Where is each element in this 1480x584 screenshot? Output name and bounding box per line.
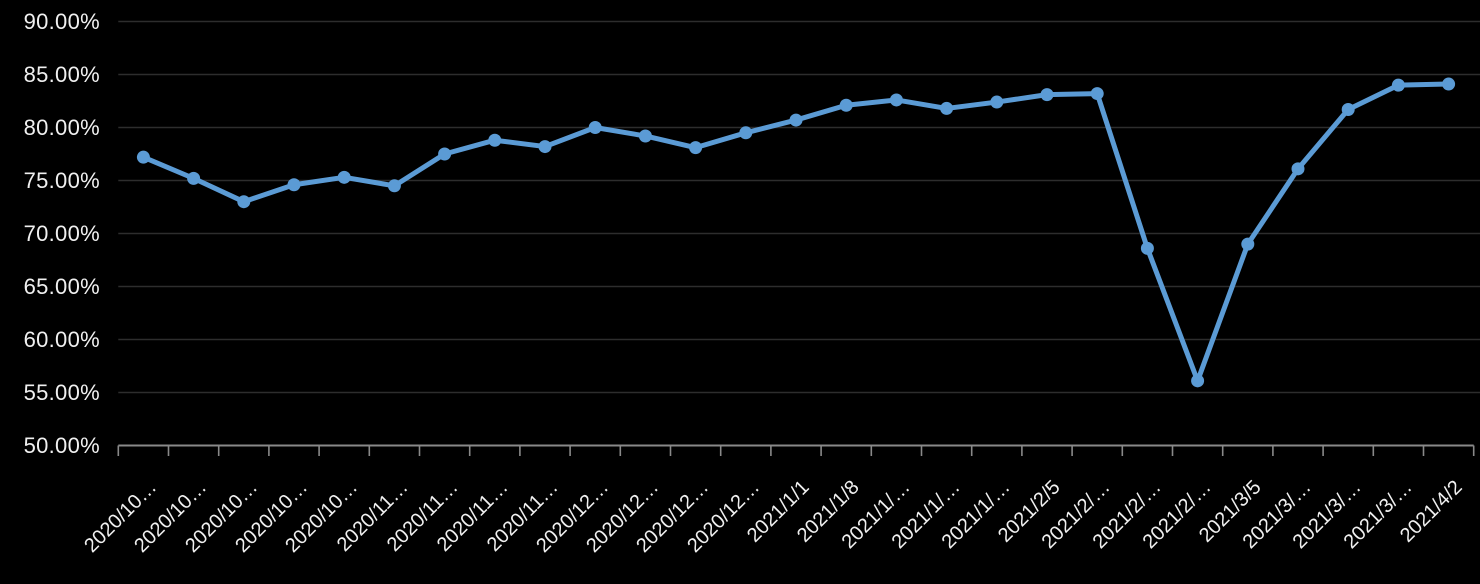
data-point-marker xyxy=(1241,237,1255,251)
data-point-marker xyxy=(1140,241,1154,255)
y-axis-tick-label: 70.00% xyxy=(23,220,100,246)
data-point-marker xyxy=(940,101,954,115)
data-point-marker xyxy=(1090,87,1104,101)
data-point-marker xyxy=(187,171,201,185)
data-point-marker xyxy=(889,93,903,107)
data-point-marker xyxy=(739,126,753,140)
data-point-marker xyxy=(990,95,1004,109)
data-point-marker xyxy=(237,195,251,209)
y-axis-tick-label: 55.00% xyxy=(23,379,100,405)
data-point-marker xyxy=(538,140,552,154)
data-point-marker xyxy=(689,141,703,155)
data-point-marker xyxy=(1391,78,1405,92)
data-point-marker xyxy=(839,98,853,112)
data-point-marker xyxy=(287,178,301,192)
y-axis-tick-label: 75.00% xyxy=(23,167,100,193)
y-axis-tick-label: 60.00% xyxy=(23,326,100,352)
data-point-marker xyxy=(789,113,803,127)
data-point-marker xyxy=(387,179,401,193)
y-axis-tick-label: 90.00% xyxy=(23,8,100,34)
data-point-marker xyxy=(1291,162,1305,176)
data-point-marker xyxy=(136,150,150,164)
y-axis-tick-label: 65.00% xyxy=(23,273,100,299)
y-axis-tick-label: 50.00% xyxy=(23,432,100,458)
data-point-marker xyxy=(638,129,652,143)
data-line xyxy=(140,81,1452,384)
y-axis-tick-label: 85.00% xyxy=(23,61,100,87)
data-point-marker xyxy=(1442,77,1456,91)
data-point-marker xyxy=(488,133,502,147)
data-point-marker xyxy=(337,170,351,184)
data-point-marker xyxy=(1341,102,1355,116)
y-axis-tick-label: 80.00% xyxy=(23,114,100,140)
data-point-marker xyxy=(438,147,452,161)
data-point-marker xyxy=(1040,88,1054,102)
data-point-marker xyxy=(588,121,602,134)
data-point-marker xyxy=(1191,374,1205,388)
